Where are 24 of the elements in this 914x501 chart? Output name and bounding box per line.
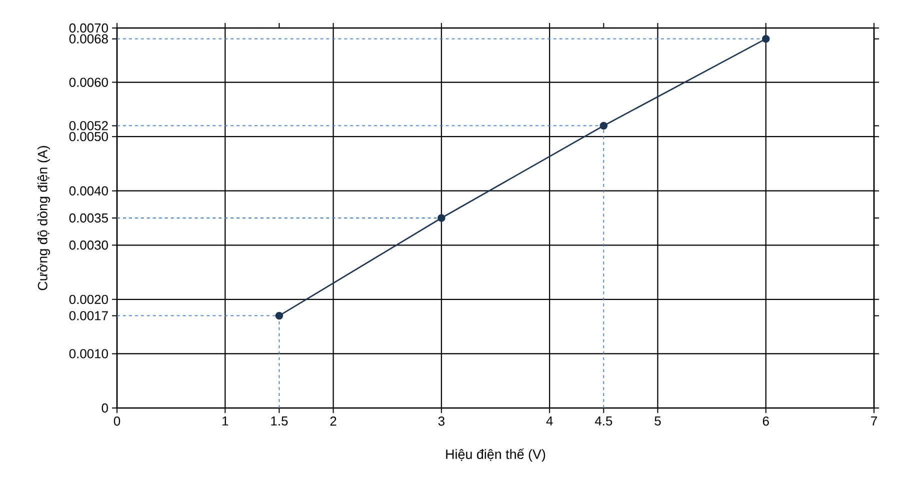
y-tick-label: 0.0070 (69, 23, 108, 33)
y-tick-label: 0.0030 (69, 240, 108, 250)
x-tick-label: 1 (222, 416, 228, 426)
x-tick-label: 2 (330, 416, 336, 426)
y-tick-label: 0.0060 (69, 78, 108, 87)
x-axis-title: Hiệu điện thế (V) (446, 448, 546, 462)
y-axis-title: Cường độ dòng điện (A) (37, 146, 50, 290)
y-tick-label: 0.0010 (69, 349, 108, 358)
y-tick-label: 0 (102, 403, 108, 413)
x-tick-label: 4.5 (594, 416, 612, 426)
y-tick-label: 0.0052 (69, 121, 108, 130)
x-tick-label: 5 (654, 416, 661, 426)
y-tick-label: 0.0050 (69, 132, 108, 142)
x-tick-label: 3 (438, 416, 444, 426)
y-tick-label: 0.0017 (69, 311, 108, 320)
x-tick-label: 1.5 (271, 416, 288, 426)
x-tick-label: 0 (114, 416, 120, 426)
y-tick-label: 0.0068 (69, 34, 108, 44)
x-tick-label: 7 (871, 416, 877, 426)
x-tick-label: 6 (762, 416, 769, 426)
y-tick-label: 0.0035 (69, 213, 108, 223)
y-tick-label: 0.0020 (69, 294, 108, 304)
x-tick-label: 4 (546, 416, 553, 426)
y-tick-label: 0.0040 (69, 186, 108, 196)
